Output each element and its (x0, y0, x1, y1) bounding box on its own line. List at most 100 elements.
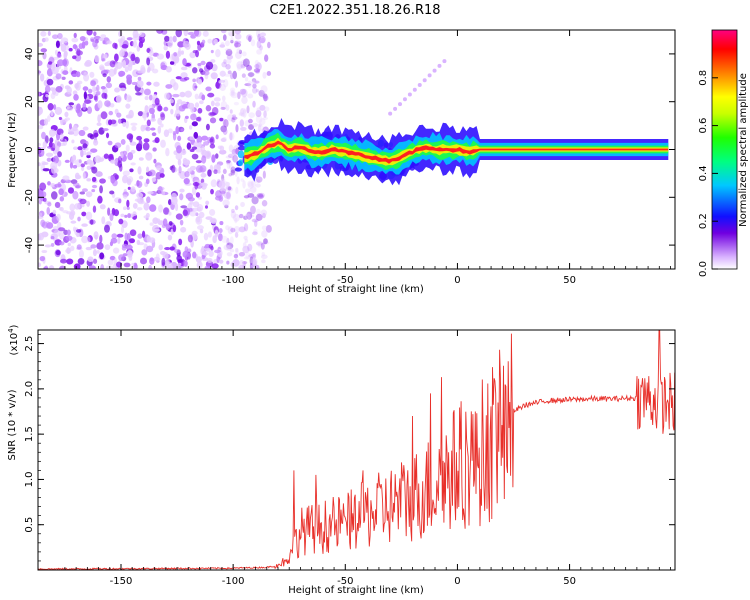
noise-blob (197, 78, 203, 85)
noise-blob (234, 232, 239, 238)
noise-blob (241, 51, 247, 57)
noise-blob (142, 111, 148, 115)
noise-blob (172, 93, 180, 98)
noise-blob (52, 226, 59, 230)
noise-blob (191, 146, 198, 150)
noise-blob (238, 226, 246, 233)
noise-blob (248, 35, 252, 42)
noise-blob (97, 114, 101, 123)
noise-blob (52, 155, 59, 164)
noise-blob (117, 155, 123, 164)
noise-blob (117, 118, 122, 124)
noise-blob (215, 134, 219, 140)
noise-blob (122, 253, 128, 257)
noise-blob (174, 249, 181, 254)
noise-blob (126, 133, 134, 140)
noise-blob (250, 205, 256, 215)
noise-blob (157, 117, 162, 126)
noise-blob (104, 224, 110, 233)
noise-blob (194, 102, 200, 108)
noise-blob (42, 51, 47, 60)
noise-blob (92, 129, 99, 139)
noise-blob (82, 126, 89, 131)
noise-blob (256, 49, 263, 55)
noise-blob (106, 76, 111, 83)
noise-blob (85, 246, 93, 251)
noise-blob (247, 93, 254, 99)
noise-blob (140, 124, 146, 132)
noise-blob (248, 214, 255, 218)
noise-blob (252, 231, 258, 236)
noise-blob (210, 100, 215, 107)
ridge-blob (238, 159, 244, 167)
streak-blob (437, 63, 442, 68)
noise-blob (175, 152, 183, 161)
noise-blob (77, 216, 81, 222)
ridge-blob (234, 167, 243, 172)
noise-blob (101, 92, 107, 99)
noise-blob (226, 57, 232, 64)
ridge-band-4 (244, 140, 669, 164)
noise-blob (231, 117, 236, 123)
noise-blob (229, 87, 236, 94)
noise-blob (43, 118, 49, 126)
noise-blob (169, 99, 174, 104)
noise-blob (254, 59, 259, 66)
noise-blob (238, 251, 246, 257)
noise-blob (139, 32, 145, 38)
noise-blob (217, 169, 221, 174)
noise-blob (234, 80, 239, 88)
noise-blob (199, 100, 204, 105)
noise-blob (230, 166, 236, 174)
noise-blob (224, 181, 231, 187)
noise-blob (175, 102, 180, 111)
noise-blob (46, 222, 54, 229)
spectrogram-heatmap (38, 30, 669, 269)
noise-blob (134, 56, 140, 64)
noise-blob (57, 151, 62, 158)
noise-blob (256, 193, 264, 198)
noise-blob (76, 103, 81, 111)
noise-blob (248, 112, 255, 118)
noise-blob (127, 152, 134, 161)
noise-blob (62, 175, 70, 181)
noise-blob (116, 112, 122, 118)
noise-blob (210, 217, 217, 225)
noise-blob (73, 263, 81, 269)
noise-blob (128, 254, 133, 261)
noise-blob (196, 216, 201, 223)
noise-blob (221, 95, 226, 102)
noise-blob (77, 257, 85, 265)
noise-blob (234, 217, 238, 224)
noise-blob (41, 231, 49, 238)
noise-blob (255, 62, 262, 71)
noise-blob (158, 204, 163, 213)
noise-blob (121, 44, 129, 49)
noise-blob (135, 92, 142, 96)
noise-blob (157, 105, 163, 112)
noise-blob (234, 247, 239, 253)
streak-blob (412, 87, 417, 92)
noise-blob (252, 83, 257, 89)
noise-blob (233, 40, 239, 48)
noise-blob (184, 115, 189, 120)
noise-blob (236, 61, 244, 70)
y-tick-label: 1.5 (24, 426, 35, 442)
noise-blob (38, 106, 43, 115)
noise-blob (260, 242, 265, 250)
noise-blob (179, 188, 185, 193)
noise-blob (38, 199, 42, 205)
noise-blob (143, 215, 149, 219)
noise-blob (59, 241, 65, 246)
noise-blob (259, 118, 266, 126)
noise-blob (50, 191, 58, 200)
noise-blob (68, 80, 74, 85)
noise-blob (184, 90, 192, 98)
noise-blob (99, 234, 103, 244)
noise-blob (150, 118, 156, 122)
noise-blob (47, 115, 51, 122)
streak-blob (427, 73, 432, 78)
noise-blob (107, 259, 114, 266)
noise-blob (163, 45, 168, 51)
noise-blob (183, 177, 190, 185)
